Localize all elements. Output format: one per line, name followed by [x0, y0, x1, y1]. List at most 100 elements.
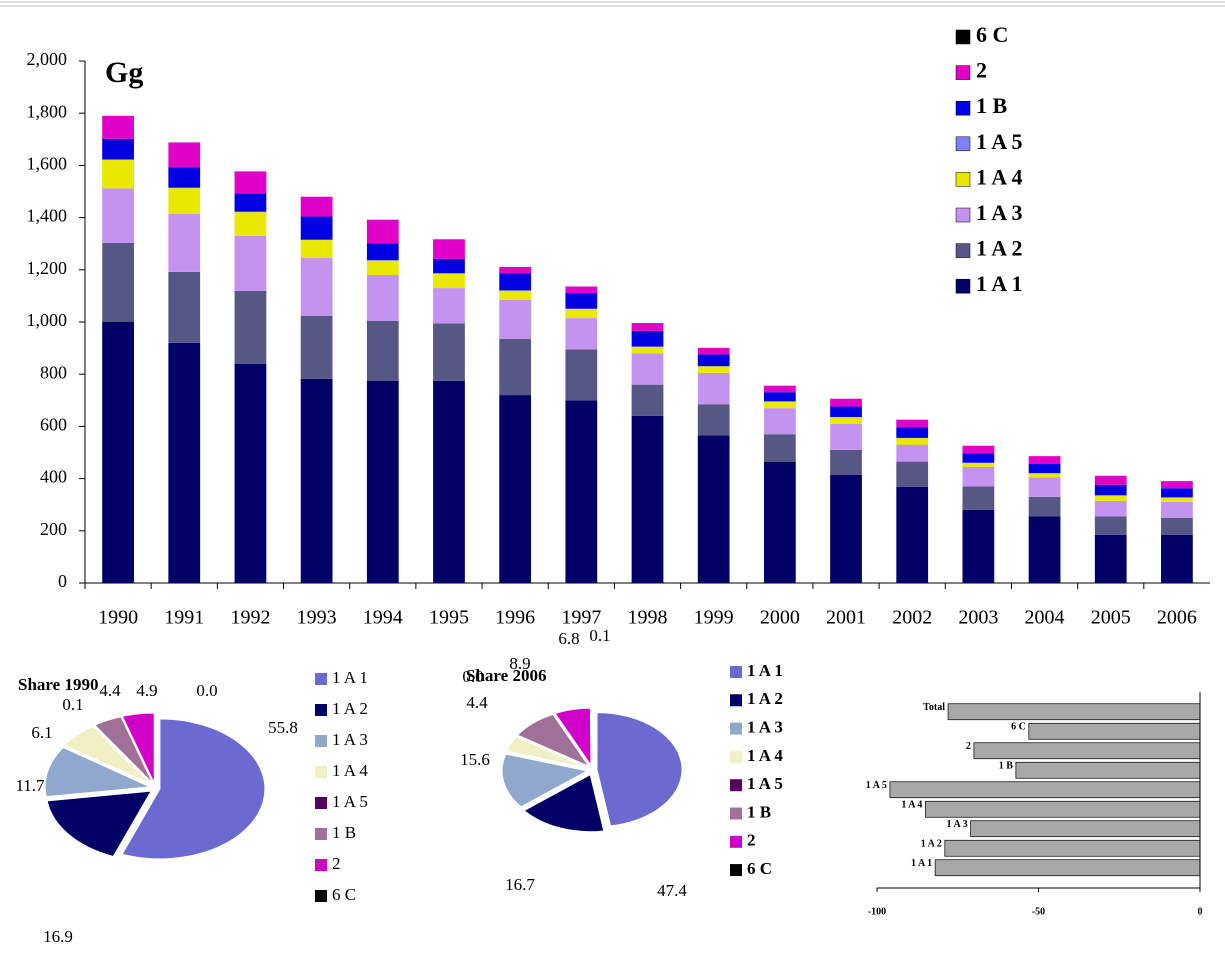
bar-segment	[565, 400, 598, 583]
legend-label: 1 A 3	[747, 718, 783, 737]
x-tick-label: 1993	[297, 607, 337, 629]
bar-segment	[697, 435, 730, 583]
bar-segment	[1094, 516, 1127, 535]
bar-segment	[102, 115, 134, 139]
bar-segment	[366, 320, 399, 381]
bar-segment	[697, 366, 730, 373]
pie-value-label: 16.9	[43, 927, 73, 946]
legend-label: 1 A 2	[747, 689, 783, 708]
category-label: 1 A 1	[911, 858, 932, 869]
pie-value-label: 4.9	[136, 681, 157, 700]
bar-segment	[830, 423, 862, 450]
x-tick-label: 1997	[561, 607, 601, 629]
pie-value-label: 0.0	[196, 681, 217, 700]
legend-swatch	[955, 136, 971, 152]
bar-segment	[565, 286, 598, 294]
bar-segment	[896, 444, 929, 462]
bar-segment	[1094, 475, 1127, 485]
category-label: 1 A 3	[947, 819, 968, 830]
bar-segment	[168, 187, 201, 189]
bar-segment	[433, 323, 465, 381]
bar	[934, 859, 1201, 877]
bar-segment	[631, 346, 664, 354]
legend-swatch	[955, 207, 971, 223]
x-tick-label: 0	[1198, 906, 1203, 917]
bar-segment	[830, 474, 862, 583]
x-tick-label: -50	[1032, 906, 1045, 917]
bar-segment	[1161, 517, 1193, 535]
bar-segment	[1028, 496, 1061, 517]
bar-segment	[830, 449, 862, 475]
pie-value-label: 0.0	[462, 667, 483, 686]
bar-segment	[366, 219, 399, 244]
y-tick-label: 1,800	[27, 101, 68, 121]
bar-segment	[433, 288, 465, 324]
pie-slice	[121, 712, 155, 784]
bar-segment	[830, 398, 862, 407]
bar-segment	[1028, 477, 1061, 497]
y-tick-label: 0	[58, 571, 67, 591]
pie-slice	[505, 736, 588, 769]
bar-segment	[1161, 488, 1193, 498]
legend-swatch	[730, 807, 742, 820]
bar-segment	[168, 167, 201, 188]
x-tick-label: 1995	[429, 607, 469, 629]
x-tick-label: 1998	[628, 607, 668, 629]
bar-segment	[565, 349, 598, 401]
bar-segment	[1028, 473, 1061, 478]
legend-label: 6 C	[976, 22, 1008, 47]
bar-segment	[102, 159, 134, 189]
legend-swatch	[315, 890, 327, 902]
bar-segment	[631, 323, 664, 331]
bar-segment	[896, 461, 929, 487]
legend-swatch	[730, 835, 742, 848]
bar-segment	[433, 258, 465, 274]
bar-segment	[168, 342, 201, 583]
legend-swatch	[730, 864, 742, 877]
bar-segment	[896, 427, 929, 438]
bar-segment	[433, 239, 465, 259]
bar-segment	[366, 243, 399, 261]
pie-value-label: 4.4	[99, 681, 121, 700]
bar-segment	[102, 188, 134, 243]
x-tick-label: 2005	[1091, 607, 1131, 629]
bar-segment	[499, 299, 532, 339]
category-label: 2	[966, 741, 971, 752]
bar-segment	[300, 315, 333, 379]
bar-segment	[1161, 534, 1193, 583]
bar-segment	[499, 290, 532, 300]
bar-segment	[234, 193, 267, 212]
legend-label: 6 C	[332, 885, 356, 904]
bar-segment	[962, 453, 995, 463]
bar-segment	[1094, 495, 1127, 501]
bar-segment	[433, 380, 465, 583]
bar-segment	[962, 466, 995, 487]
category-label: 1 A 5	[866, 780, 887, 791]
pie-value-label: 0.1	[62, 695, 83, 714]
bar-segment	[1094, 484, 1127, 496]
bar-segment	[962, 462, 995, 467]
legend-swatch	[955, 29, 971, 45]
legend-label: 1 A 2	[332, 699, 368, 718]
legend-swatch	[315, 797, 327, 809]
x-tick-label: 2006	[1157, 607, 1197, 629]
bar-segment	[102, 138, 134, 160]
bar-segment	[366, 275, 399, 321]
bar-segment	[300, 240, 333, 259]
legend-label: 1 A 5	[747, 774, 783, 793]
legend-swatch	[955, 172, 971, 187]
y-tick-label: 400	[40, 467, 67, 487]
pie-slice	[63, 725, 152, 785]
pie-slice	[121, 718, 266, 860]
bar-segment	[763, 461, 796, 583]
bar	[889, 781, 1201, 799]
legend-swatch	[315, 828, 327, 840]
legend-label: 1 A 5	[976, 129, 1022, 154]
x-tick-label: 1992	[230, 607, 270, 629]
x-tick-label: 2001	[826, 607, 866, 629]
legend-label: 2	[976, 58, 987, 83]
bar-segment	[433, 273, 465, 289]
category-label: 6 C	[1011, 722, 1026, 733]
legend-label: 1 A 3	[976, 200, 1022, 225]
